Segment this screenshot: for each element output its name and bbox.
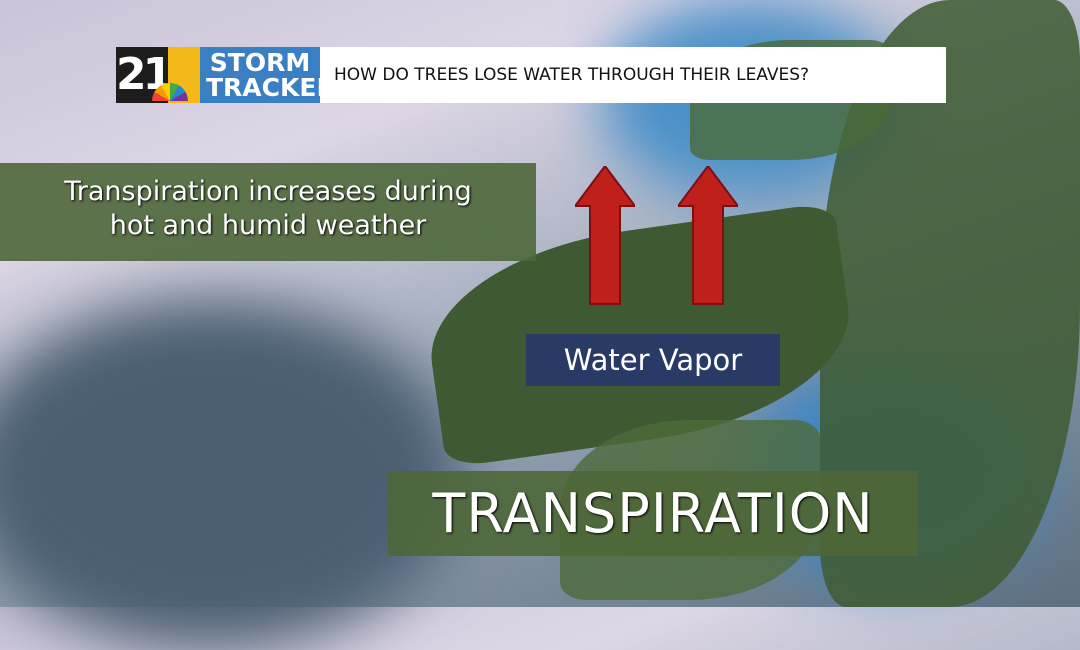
title-panel: TRANSPIRATION (388, 471, 918, 556)
header-banner: 21 STORM TRACKER HOW DO TREES LOSE WATER… (116, 47, 946, 103)
water-vapor-label: Water Vapor (526, 334, 780, 386)
storm-tracker-logo: STORM TRACKER (200, 47, 336, 103)
nbc-peacock-icon (152, 83, 188, 101)
channel-logo: 21 (116, 47, 173, 103)
up-arrow-icon (678, 166, 738, 305)
up-arrow-icon (575, 166, 635, 305)
info-panel: Transpiration increases during hot and h… (0, 163, 536, 261)
banner-question: HOW DO TREES LOSE WATER THROUGH THEIR LE… (320, 47, 946, 103)
